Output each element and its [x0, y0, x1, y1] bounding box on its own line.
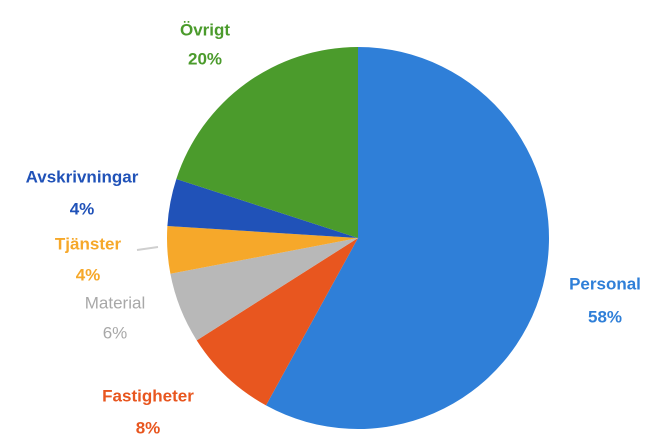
pie-slice	[170, 238, 358, 341]
category-label: Övrigt	[180, 20, 230, 39]
value-label: 8%	[136, 418, 161, 437]
leader-line	[136, 246, 159, 251]
value-label: 6%	[103, 323, 128, 342]
pie-slice	[166, 226, 358, 274]
value-label: 4%	[76, 265, 101, 284]
category-label: Material	[85, 293, 145, 312]
category-label: Tjänster	[55, 234, 122, 253]
pie-slice	[196, 238, 358, 406]
value-label: 20%	[188, 49, 222, 68]
pie-slice	[167, 178, 358, 238]
category-label: Avskrivningar	[26, 167, 139, 186]
value-label: 4%	[70, 199, 95, 218]
pie-slice	[265, 47, 549, 429]
category-label: Fastigheter	[102, 386, 194, 405]
pie-slice	[176, 47, 358, 238]
category-label: Personal	[569, 274, 641, 293]
value-label: 58%	[588, 307, 622, 326]
